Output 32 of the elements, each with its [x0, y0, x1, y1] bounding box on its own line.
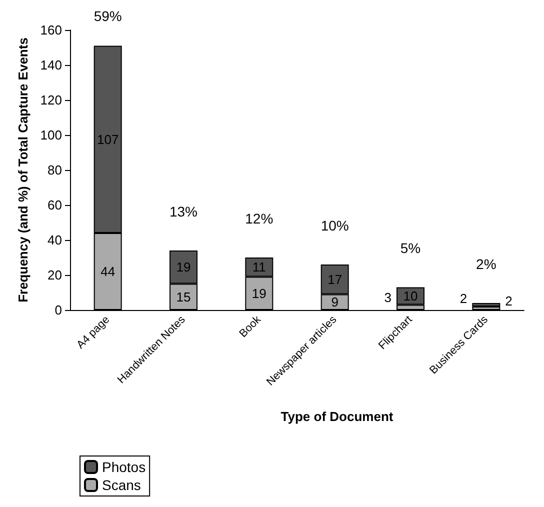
data-label: 3	[384, 290, 392, 305]
data-label: 9	[331, 294, 338, 310]
legend-label: Photos	[102, 459, 146, 475]
x-axis-title: Type of Document	[280, 409, 394, 424]
y-tick-label: 100	[40, 128, 62, 142]
data-label: 11	[252, 260, 266, 275]
annotation: 10%	[320, 217, 349, 234]
annotation: 13%	[169, 203, 198, 220]
y-tick-label: 20	[48, 268, 62, 282]
data-label: 15	[176, 289, 191, 304]
bar	[472, 303, 500, 306]
y-axis-title: Frequency (and %) of Total Capture Events	[15, 38, 30, 302]
y-tick-label: 160	[40, 22, 62, 38]
y-tick-label: 40	[48, 232, 62, 248]
data-label: 2	[505, 293, 512, 308]
y-tick-label: 140	[40, 58, 62, 72]
y-tick-label: 80	[48, 162, 62, 178]
legend-label: Scans	[102, 477, 141, 493]
annotation: 2%	[476, 256, 496, 272]
data-label: 19	[176, 260, 191, 275]
data-label: 44	[100, 264, 116, 279]
y-tick-label: 120	[40, 92, 62, 108]
annotation: 5%	[400, 240, 421, 256]
data-label: 107	[96, 132, 119, 147]
data-label: 2	[460, 290, 468, 306]
annotation: 12%	[245, 210, 274, 226]
y-tick-label: 0	[54, 302, 62, 318]
annotation: 59%	[94, 8, 122, 24]
data-label: 17	[328, 272, 342, 287]
data-label: 19	[252, 286, 266, 301]
data-label: 10	[403, 288, 418, 304]
y-tick-label: 60	[48, 198, 62, 212]
